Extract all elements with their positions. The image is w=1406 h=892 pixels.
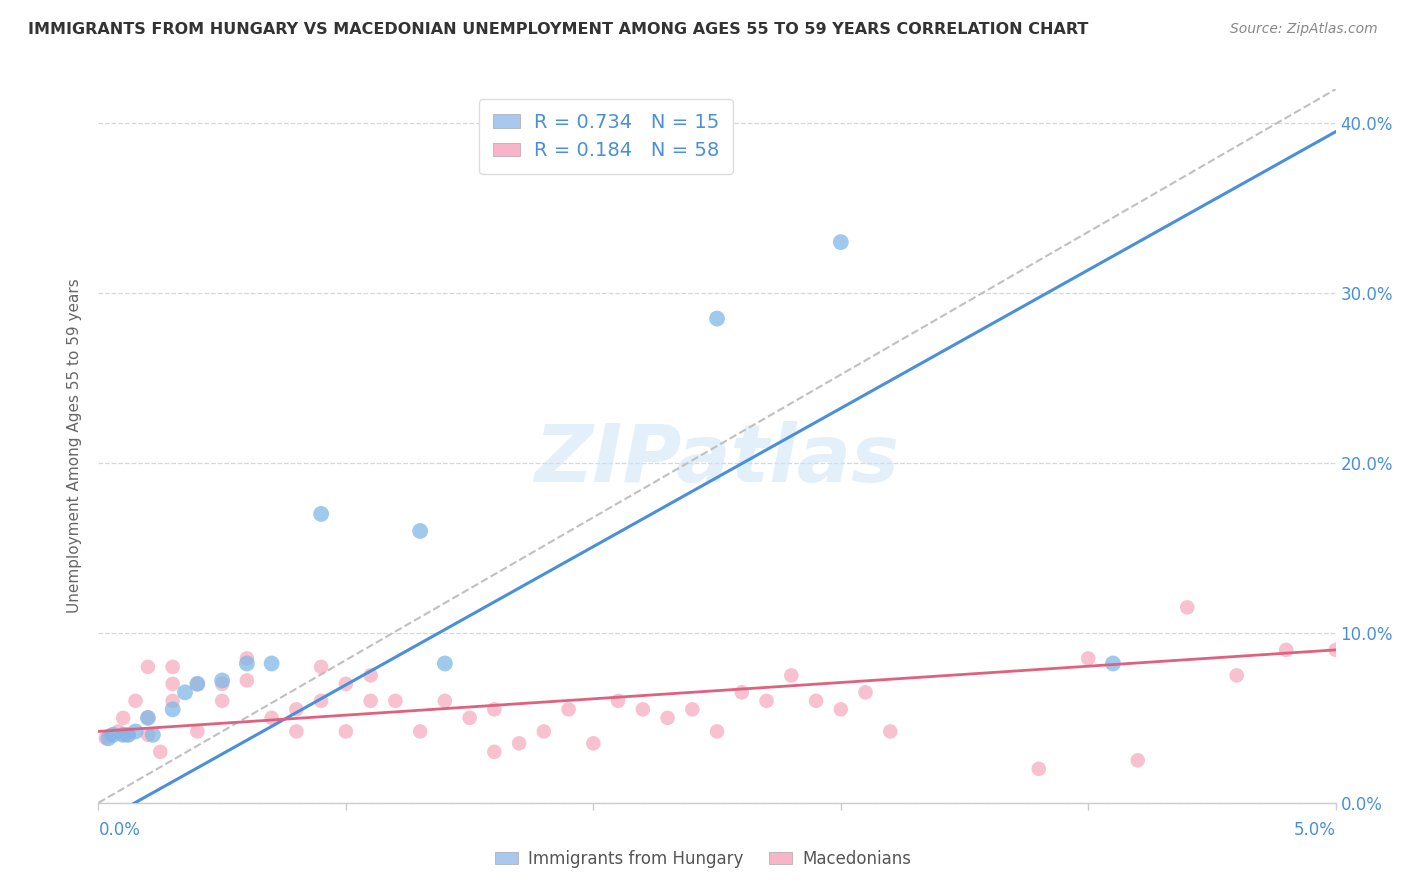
Point: [162, 677, 184, 691]
Point: [433, 657, 456, 671]
Point: [631, 702, 654, 716]
Point: [260, 657, 283, 671]
Point: [309, 660, 332, 674]
Point: [484, 702, 506, 716]
Point: [484, 745, 506, 759]
Point: [1028, 762, 1050, 776]
Point: [830, 235, 852, 249]
Point: [309, 507, 332, 521]
Text: ZIPatlas: ZIPatlas: [534, 421, 900, 500]
Text: IMMIGRANTS FROM HUNGARY VS MACEDONIAN UNEMPLOYMENT AMONG AGES 55 TO 59 YEARS COR: IMMIGRANTS FROM HUNGARY VS MACEDONIAN UN…: [28, 22, 1088, 37]
Point: [97, 731, 120, 746]
Point: [142, 728, 165, 742]
Point: [335, 724, 357, 739]
Point: [557, 702, 579, 716]
Point: [236, 651, 259, 665]
Point: [186, 724, 208, 739]
Point: [458, 711, 481, 725]
Point: [360, 668, 382, 682]
Point: [755, 694, 778, 708]
Point: [706, 311, 728, 326]
Point: [309, 694, 332, 708]
Point: [433, 694, 456, 708]
Point: [94, 731, 117, 746]
Legend: Immigrants from Hungary, Macedonians: Immigrants from Hungary, Macedonians: [488, 844, 918, 875]
Point: [657, 711, 679, 725]
Point: [136, 728, 159, 742]
Text: Source: ZipAtlas.com: Source: ZipAtlas.com: [1230, 22, 1378, 37]
Point: [117, 728, 139, 742]
Point: [508, 736, 530, 750]
Point: [879, 724, 901, 739]
Y-axis label: Unemployment Among Ages 55 to 59 years: Unemployment Among Ages 55 to 59 years: [67, 278, 83, 614]
Point: [384, 694, 406, 708]
Point: [607, 694, 630, 708]
Point: [100, 728, 122, 742]
Point: [162, 660, 184, 674]
Point: [149, 745, 172, 759]
Point: [855, 685, 877, 699]
Point: [706, 724, 728, 739]
Text: 0.0%: 0.0%: [98, 821, 141, 838]
Point: [335, 677, 357, 691]
Point: [211, 677, 233, 691]
Point: [681, 702, 703, 716]
Point: [211, 673, 233, 688]
Point: [174, 685, 197, 699]
Point: [360, 694, 382, 708]
Point: [112, 711, 135, 725]
Point: [1275, 643, 1298, 657]
Point: [124, 694, 146, 708]
Point: [211, 694, 233, 708]
Point: [136, 711, 159, 725]
Point: [1175, 600, 1198, 615]
Point: [731, 685, 754, 699]
Point: [409, 724, 432, 739]
Point: [136, 660, 159, 674]
Point: [112, 728, 135, 742]
Point: [236, 673, 259, 688]
Point: [117, 728, 139, 742]
Point: [103, 728, 125, 742]
Point: [107, 724, 129, 739]
Point: [136, 711, 159, 725]
Point: [409, 524, 432, 538]
Point: [112, 728, 135, 742]
Point: [780, 668, 803, 682]
Point: [162, 702, 184, 716]
Legend: R = 0.734   N = 15, R = 0.184   N = 58: R = 0.734 N = 15, R = 0.184 N = 58: [479, 99, 733, 174]
Point: [186, 677, 208, 691]
Point: [804, 694, 827, 708]
Point: [582, 736, 605, 750]
Point: [285, 724, 308, 739]
Point: [1102, 657, 1125, 671]
Point: [1226, 668, 1249, 682]
Point: [260, 711, 283, 725]
Point: [1126, 753, 1149, 767]
Point: [1324, 643, 1347, 657]
Point: [124, 724, 146, 739]
Point: [830, 702, 852, 716]
Point: [236, 657, 259, 671]
Point: [285, 702, 308, 716]
Point: [162, 694, 184, 708]
Point: [533, 724, 555, 739]
Point: [186, 677, 208, 691]
Text: 5.0%: 5.0%: [1294, 821, 1336, 838]
Point: [1077, 651, 1099, 665]
